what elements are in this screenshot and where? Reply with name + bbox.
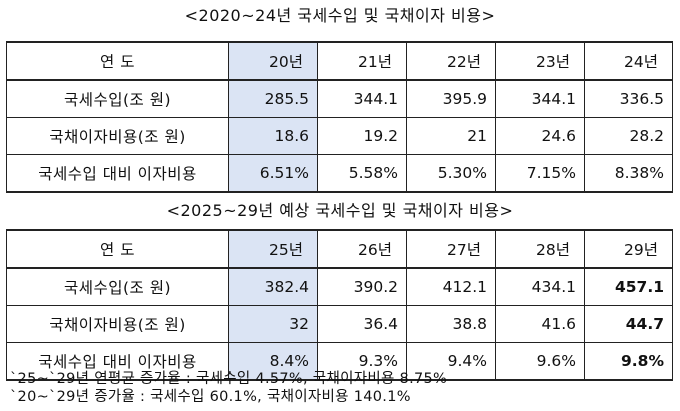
value-cell: 9.8% [584, 342, 673, 381]
value-cell: 285.5 [228, 79, 318, 118]
value-cell: 344.1 [317, 79, 407, 118]
footnote-annual-growth: `25~`29년 연평균 증가율 : 국세수입 4.57%, 국채이자비용 8.… [10, 371, 448, 387]
footnote-total-growth: `20~`29년 증가율 : 국세수입 60.1%, 국채이자비용 140.1% [10, 389, 411, 405]
value-cell: 21 [406, 117, 496, 155]
value-cell: 41.6 [495, 305, 585, 343]
value-cell: 5.58% [317, 154, 407, 193]
value-cell: 336.5 [584, 79, 673, 118]
value-cell: 7.15% [495, 154, 585, 193]
table-row: 국채이자비용(조 원) 18.6 19.2 21 24.6 28.2 [6, 117, 673, 155]
table-row: 국세수입(조 원) 382.4 390.2 412.1 434.1 457.1 [6, 267, 673, 306]
value-cell: 8.4% [228, 342, 318, 381]
value-cell: 28.2 [584, 117, 673, 155]
table-row: 국세수입 대비 이자비용 8.4% 9.3% 9.4% 9.6% 9.8% [6, 342, 673, 381]
tax-interest-table-2020-24: 연 도 20년 21년 22년 23년 24년 국세수입(조 원) 285.5 … [6, 41, 673, 193]
year-cell: 24년 [584, 41, 673, 81]
value-cell: 5.30% [406, 154, 496, 193]
tax-interest-table-2025-29: 연 도 25년 26년 27년 28년 29년 국세수입(조 원) 382.4 … [6, 229, 673, 381]
value-cell: 457.1 [584, 267, 673, 306]
header-row: 연 도 25년 26년 27년 28년 29년 [6, 229, 673, 269]
value-cell: 412.1 [406, 267, 496, 306]
value-cell: 390.2 [317, 267, 407, 306]
table1-title: <2020~24년 국세수입 및 국채이자 비용> [184, 6, 496, 25]
value-cell: 36.4 [317, 305, 407, 343]
value-cell: 32 [228, 305, 318, 343]
value-cell: 24.6 [495, 117, 585, 155]
row-label: 국세수입 대비 이자비용 [6, 342, 229, 381]
value-cell: 9.4% [406, 342, 496, 381]
table-row: 국채이자비용(조 원) 32 36.4 38.8 41.6 44.7 [6, 305, 673, 343]
row-label: 국채이자비용(조 원) [6, 117, 229, 155]
year-cell: 20년 [228, 41, 318, 81]
year-cell: 21년 [317, 41, 407, 81]
value-cell: 19.2 [317, 117, 407, 155]
header-row: 연 도 20년 21년 22년 23년 24년 [6, 41, 673, 81]
value-cell: 382.4 [228, 267, 318, 306]
year-cell: 27년 [406, 229, 496, 269]
value-cell: 44.7 [584, 305, 673, 343]
row-label: 국채이자비용(조 원) [6, 305, 229, 343]
value-cell: 18.6 [228, 117, 318, 155]
year-cell: 29년 [584, 229, 673, 269]
year-cell: 23년 [495, 41, 585, 81]
value-cell: 395.9 [406, 79, 496, 118]
year-header: 연 도 [6, 229, 229, 269]
table-row: 국세수입 대비 이자비용 6.51% 5.58% 5.30% 7.15% 8.3… [6, 154, 673, 193]
value-cell: 434.1 [495, 267, 585, 306]
row-label: 국세수입(조 원) [6, 79, 229, 118]
value-cell: 38.8 [406, 305, 496, 343]
value-cell: 9.3% [317, 342, 407, 381]
year-cell: 25년 [228, 229, 318, 269]
table-row: 국세수입(조 원) 285.5 344.1 395.9 344.1 336.5 [6, 79, 673, 118]
table2-title: <2025~29년 예상 국세수입 및 국채이자 비용> [166, 201, 514, 220]
year-cell: 26년 [317, 229, 407, 269]
year-cell: 28년 [495, 229, 585, 269]
year-header: 연 도 [6, 41, 229, 81]
value-cell: 9.6% [495, 342, 585, 381]
value-cell: 8.38% [584, 154, 673, 193]
value-cell: 344.1 [495, 79, 585, 118]
row-label: 국세수입 대비 이자비용 [6, 154, 229, 193]
value-cell: 6.51% [228, 154, 318, 193]
year-cell: 22년 [406, 41, 496, 81]
row-label: 국세수입(조 원) [6, 267, 229, 306]
